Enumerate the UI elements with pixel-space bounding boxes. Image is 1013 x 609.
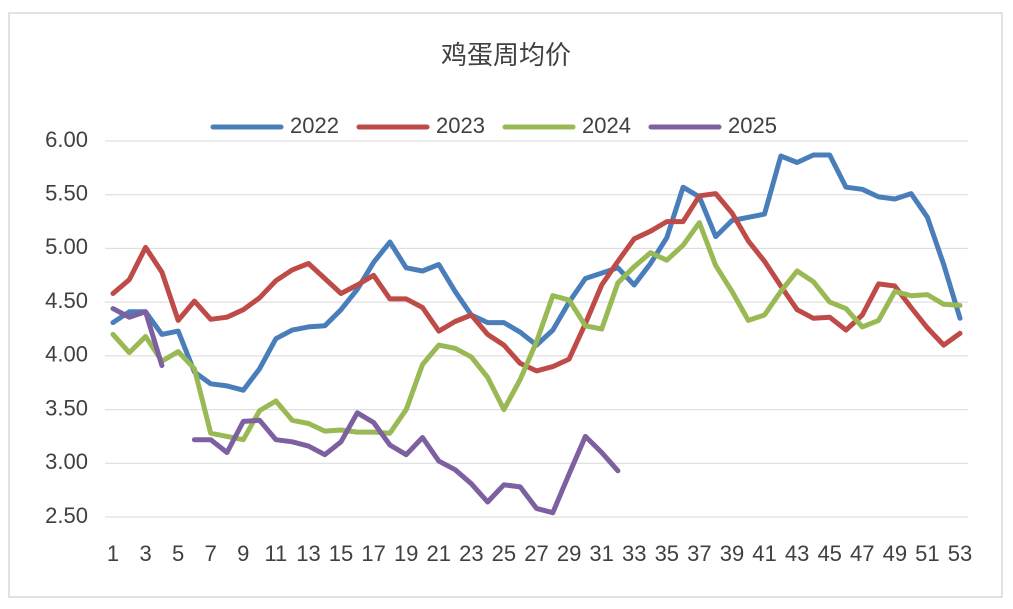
y-tick-label: 5.50 bbox=[45, 181, 88, 206]
x-tick-label: 35 bbox=[655, 541, 679, 566]
y-tick-label: 2.50 bbox=[45, 503, 88, 528]
x-tick-label: 5 bbox=[172, 541, 184, 566]
x-tick-label: 51 bbox=[915, 541, 939, 566]
series-line bbox=[110, 191, 963, 374]
x-tick-label: 43 bbox=[785, 541, 809, 566]
x-tick-label: 9 bbox=[237, 541, 249, 566]
x-tick-label: 15 bbox=[329, 541, 353, 566]
legend-label: 2025 bbox=[728, 113, 777, 138]
legend-label: 2023 bbox=[436, 113, 485, 138]
x-tick-label: 53 bbox=[948, 541, 972, 566]
x-tick-label: 17 bbox=[361, 541, 385, 566]
legend-label: 2024 bbox=[582, 113, 631, 138]
x-tick-label: 29 bbox=[557, 541, 581, 566]
legend-label: 2022 bbox=[290, 113, 339, 138]
x-tick-label: 47 bbox=[850, 541, 874, 566]
y-tick-label: 4.00 bbox=[45, 342, 88, 367]
x-tick-label: 3 bbox=[139, 541, 151, 566]
y-tick-label: 4.50 bbox=[45, 288, 88, 313]
series-line bbox=[110, 306, 621, 516]
y-tick-label: 6.00 bbox=[45, 127, 88, 152]
x-tick-label: 41 bbox=[752, 541, 776, 566]
x-tick-label: 33 bbox=[622, 541, 646, 566]
y-tick-label: 3.00 bbox=[45, 449, 88, 474]
x-tick-label: 11 bbox=[264, 541, 287, 566]
chart-title: 鸡蛋周均价 bbox=[441, 40, 571, 70]
x-tick-label: 39 bbox=[720, 541, 744, 566]
x-tick-label: 37 bbox=[687, 541, 711, 566]
x-tick-label: 13 bbox=[296, 541, 320, 566]
x-tick-label: 1 bbox=[107, 541, 119, 566]
x-tick-label: 23 bbox=[459, 541, 483, 566]
y-tick-label: 3.50 bbox=[45, 395, 88, 420]
y-tick-label: 5.00 bbox=[45, 234, 88, 259]
x-tick-label: 19 bbox=[394, 541, 418, 566]
x-tick-label: 7 bbox=[205, 541, 217, 566]
x-tick-label: 27 bbox=[524, 541, 548, 566]
x-tick-label: 45 bbox=[817, 541, 841, 566]
chart-frame bbox=[8, 12, 1003, 598]
x-tick-label: 21 bbox=[427, 541, 451, 566]
x-tick-label: 25 bbox=[492, 541, 516, 566]
x-tick-label: 31 bbox=[589, 541, 613, 566]
x-tick-label: 49 bbox=[883, 541, 907, 566]
